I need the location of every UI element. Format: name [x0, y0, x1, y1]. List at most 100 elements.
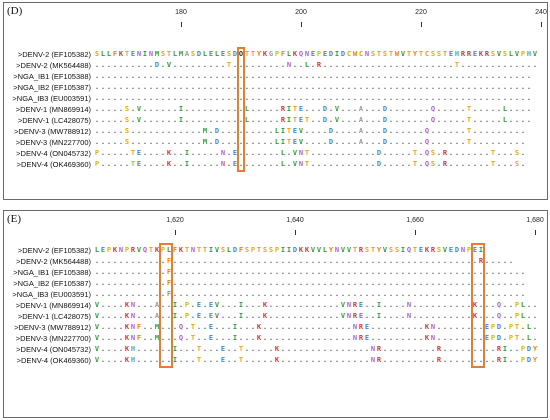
residue: . [496, 160, 502, 168]
sequence-rows: >DENV-2 (EF105382) L E P K N P R V Q T K P L F K T N T T I V S… [4, 245, 547, 366]
residue: . [226, 290, 232, 298]
residue: . [244, 257, 250, 265]
residue: . [400, 279, 406, 287]
residue: . [346, 257, 352, 265]
sequence-rows: >DENV-2 (EF105382) S L L F K T E N I N M S T L M A S D L E L E… [4, 49, 547, 170]
residue: N [346, 301, 352, 309]
residue: . [202, 72, 208, 80]
residue: . [262, 83, 268, 91]
residue: . [382, 356, 388, 364]
residue: . [490, 116, 496, 124]
residue: . [142, 334, 148, 342]
residue: . [418, 301, 424, 309]
residue: . [292, 257, 298, 265]
residue: R [460, 50, 466, 58]
residue: . [268, 127, 274, 135]
residue: . [520, 94, 526, 102]
residue: . [250, 94, 256, 102]
ruler-tick [535, 230, 536, 235]
residue: . [172, 61, 178, 69]
residue: Q [142, 246, 148, 254]
residue: R [436, 356, 442, 364]
residue: K [124, 356, 130, 364]
residue: . [442, 334, 448, 342]
residue: I [502, 345, 508, 353]
residue: . [478, 356, 484, 364]
residue: . [370, 105, 376, 113]
residue: . [154, 356, 160, 364]
residue: P [520, 356, 526, 364]
residue: S [244, 246, 250, 254]
residue: . [202, 149, 208, 157]
residue: . [304, 94, 310, 102]
residue: . [316, 312, 322, 320]
residue: . [262, 290, 268, 298]
residue: . [364, 105, 370, 113]
residue: . [178, 61, 184, 69]
residue: . [388, 83, 394, 91]
residue: . [400, 94, 406, 102]
residue: R [496, 356, 502, 364]
residue: . [394, 279, 400, 287]
residue: . [454, 83, 460, 91]
residue: K [292, 50, 298, 58]
sequence-label: >DENV-4 (OK469360) [16, 356, 91, 365]
residue: . [100, 149, 106, 157]
residue: . [256, 83, 262, 91]
residue: . [286, 83, 292, 91]
residue: . [454, 290, 460, 298]
residue: A [358, 105, 364, 113]
residue: . [442, 290, 448, 298]
residue: . [190, 268, 196, 276]
residue: . [352, 279, 358, 287]
residue: T [370, 246, 376, 254]
residue: E [310, 50, 316, 58]
residue: . [436, 312, 442, 320]
residue: . [166, 94, 172, 102]
residue: S [190, 50, 196, 58]
residue: Y [328, 246, 334, 254]
residue: . [316, 72, 322, 80]
residue: . [424, 345, 430, 353]
residue: . [124, 279, 130, 287]
residue: . [400, 105, 406, 113]
residue: . [526, 83, 532, 91]
residue: . [508, 72, 514, 80]
sequence-label: >DENV-2 (MK564488) [16, 61, 91, 70]
residue: . [316, 257, 322, 265]
residue: . [376, 72, 382, 80]
residue: . [316, 83, 322, 91]
residue: . [136, 301, 142, 309]
residue: . [358, 149, 364, 157]
residue: Q [298, 50, 304, 58]
ruler-tick [301, 22, 302, 27]
residue: S [94, 50, 100, 58]
residue: P [160, 246, 166, 254]
residue: . [442, 257, 448, 265]
residue: . [364, 72, 370, 80]
residue: . [208, 116, 214, 124]
residue: . [244, 290, 250, 298]
residue: . [484, 105, 490, 113]
residue: . [184, 94, 190, 102]
residue: . [142, 72, 148, 80]
residue: P [508, 334, 514, 342]
residue: . [94, 94, 100, 102]
residue: E [292, 127, 298, 135]
residue: . [202, 257, 208, 265]
residue: . [256, 345, 262, 353]
residue: . [394, 149, 400, 157]
residue: . [112, 149, 118, 157]
residue: . [124, 83, 130, 91]
residue: . [316, 301, 322, 309]
residue: S [514, 149, 520, 157]
residue: . [136, 268, 142, 276]
residue: T [196, 356, 202, 364]
residue: . [190, 345, 196, 353]
residue: . [142, 323, 148, 331]
residue: . [388, 345, 394, 353]
residue: V [340, 301, 346, 309]
residue: K [118, 50, 124, 58]
residue: . [340, 116, 346, 124]
